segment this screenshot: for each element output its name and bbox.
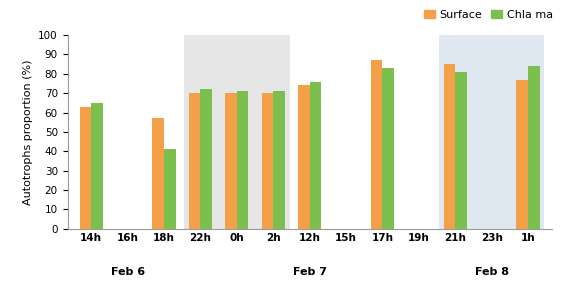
Bar xyxy=(273,91,285,229)
Bar xyxy=(310,81,321,229)
Bar xyxy=(444,64,455,229)
Bar xyxy=(262,93,273,229)
Bar xyxy=(298,86,310,229)
Bar xyxy=(516,80,528,229)
Y-axis label: Autotrophs proportion (%): Autotrophs proportion (%) xyxy=(23,59,33,205)
Bar xyxy=(371,60,382,229)
Legend: Surface, Chla ma: Surface, Chla ma xyxy=(419,6,557,24)
Bar xyxy=(189,93,200,229)
Bar xyxy=(439,35,544,229)
Text: Feb 6: Feb 6 xyxy=(110,268,145,277)
Bar xyxy=(455,72,467,229)
Bar xyxy=(153,118,164,229)
Bar xyxy=(91,103,103,229)
Bar xyxy=(200,89,212,229)
Bar xyxy=(382,68,394,229)
Bar xyxy=(164,149,176,229)
Text: Feb 8: Feb 8 xyxy=(475,268,509,277)
Bar xyxy=(237,91,248,229)
Bar xyxy=(184,35,289,229)
Bar xyxy=(225,93,237,229)
Bar xyxy=(528,66,540,229)
Text: Feb 7: Feb 7 xyxy=(293,268,327,277)
Bar xyxy=(79,107,91,229)
